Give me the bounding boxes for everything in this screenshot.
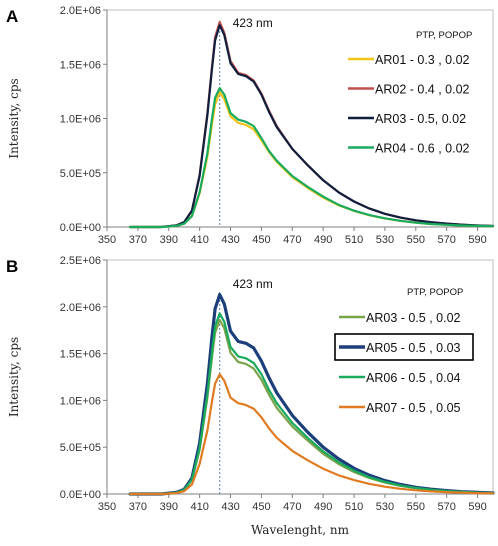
- series-line-4: [129, 87, 495, 229]
- legend-label: AR05 - 0.5 , 0.03: [366, 341, 461, 355]
- y-axis-title: Intensity, cps: [7, 337, 21, 417]
- series-line-3: [129, 312, 495, 496]
- x-tick-label: 450: [252, 234, 270, 246]
- x-tick-label: 490: [314, 501, 332, 513]
- y-tick-label: 2.0E+06: [60, 5, 101, 17]
- y-tick-label: 5.0E+05: [60, 168, 101, 180]
- legend-label: AR06 - 0.5 , 0.04: [366, 371, 461, 385]
- series-line-4: [129, 373, 495, 496]
- y-axis-title: Intensity, cps: [7, 78, 21, 158]
- x-tick-label: 390: [160, 234, 178, 246]
- x-tick-label: 450: [252, 501, 270, 513]
- y-tick-label: 5.0E+05: [60, 442, 101, 454]
- x-tick-label: 430: [221, 501, 239, 513]
- peak-annotation: 423 nm: [233, 16, 273, 30]
- legend-label: AR01 - 0.3 , 0.02: [375, 53, 470, 67]
- x-tick-label: 350: [98, 501, 116, 513]
- x-tick-label: 570: [438, 501, 456, 513]
- x-tick-label: 590: [468, 501, 486, 513]
- x-tick-label: 370: [129, 234, 147, 246]
- x-tick-label: 350: [98, 234, 116, 246]
- x-tick-label: 510: [345, 234, 363, 246]
- y-tick-label: 0.0E+00: [60, 222, 101, 234]
- legend-label: AR03 - 0.5 , 0.02: [366, 311, 461, 325]
- x-tick-label: 410: [190, 234, 208, 246]
- peak-annotation: 423 nm: [233, 277, 273, 291]
- legend-label: AR07 - 0.5 , 0.05: [366, 401, 461, 415]
- chart-panel-b: B 0.0E+00 5.0E+05 1.0E+06 1.5E+06 2.0E+06 2.5E…: [6, 255, 495, 537]
- chart-panel-a: A 0.0E+00 5.0E+05 1.0E+06 1.5E+06 2.0E+06 350 3…: [6, 5, 495, 246]
- x-tick-label: 550: [407, 501, 425, 513]
- x-axis-title: Wavelenght, nm: [251, 523, 350, 537]
- x-tick-label: 470: [283, 501, 301, 513]
- x-tick-label: 370: [129, 501, 147, 513]
- y-tick-label: 1.0E+06: [60, 395, 101, 407]
- x-tick-label: 390: [160, 501, 178, 513]
- y-tick-label: 0.0E+00: [60, 489, 101, 501]
- y-tick-label: 1.5E+06: [60, 349, 101, 361]
- legend-label: AR04 - 0.6 , 0.02: [375, 142, 470, 156]
- legend-title: PTP, POPOP: [416, 30, 472, 41]
- x-tick-label: 470: [283, 234, 301, 246]
- panel-letter: B: [6, 257, 18, 276]
- y-tick-label: 1.0E+06: [60, 114, 101, 126]
- x-tick-label: 510: [345, 501, 363, 513]
- x-tick-label: 530: [376, 501, 394, 513]
- legend-highlight-box: [334, 333, 474, 361]
- x-tick-label: 530: [376, 234, 394, 246]
- panel-letter: A: [6, 7, 18, 26]
- series-line-3: [129, 24, 495, 229]
- x-tick-label: 490: [314, 234, 332, 246]
- legend-label: AR02 - 0.4 , 0.02: [375, 83, 470, 97]
- y-tick-label: 2.5E+06: [60, 255, 101, 267]
- x-tick-label: 590: [468, 234, 486, 246]
- legend-title: PTP, POPOP: [407, 287, 463, 298]
- y-tick-label: 2.0E+06: [60, 302, 101, 314]
- x-tick-label: 550: [407, 234, 425, 246]
- x-tick-label: 410: [190, 501, 208, 513]
- y-tick-label: 1.5E+06: [60, 59, 101, 71]
- x-tick-label: 570: [438, 234, 456, 246]
- legend-label: AR03 - 0.5, 0.02: [375, 112, 466, 126]
- x-tick-label: 430: [221, 234, 239, 246]
